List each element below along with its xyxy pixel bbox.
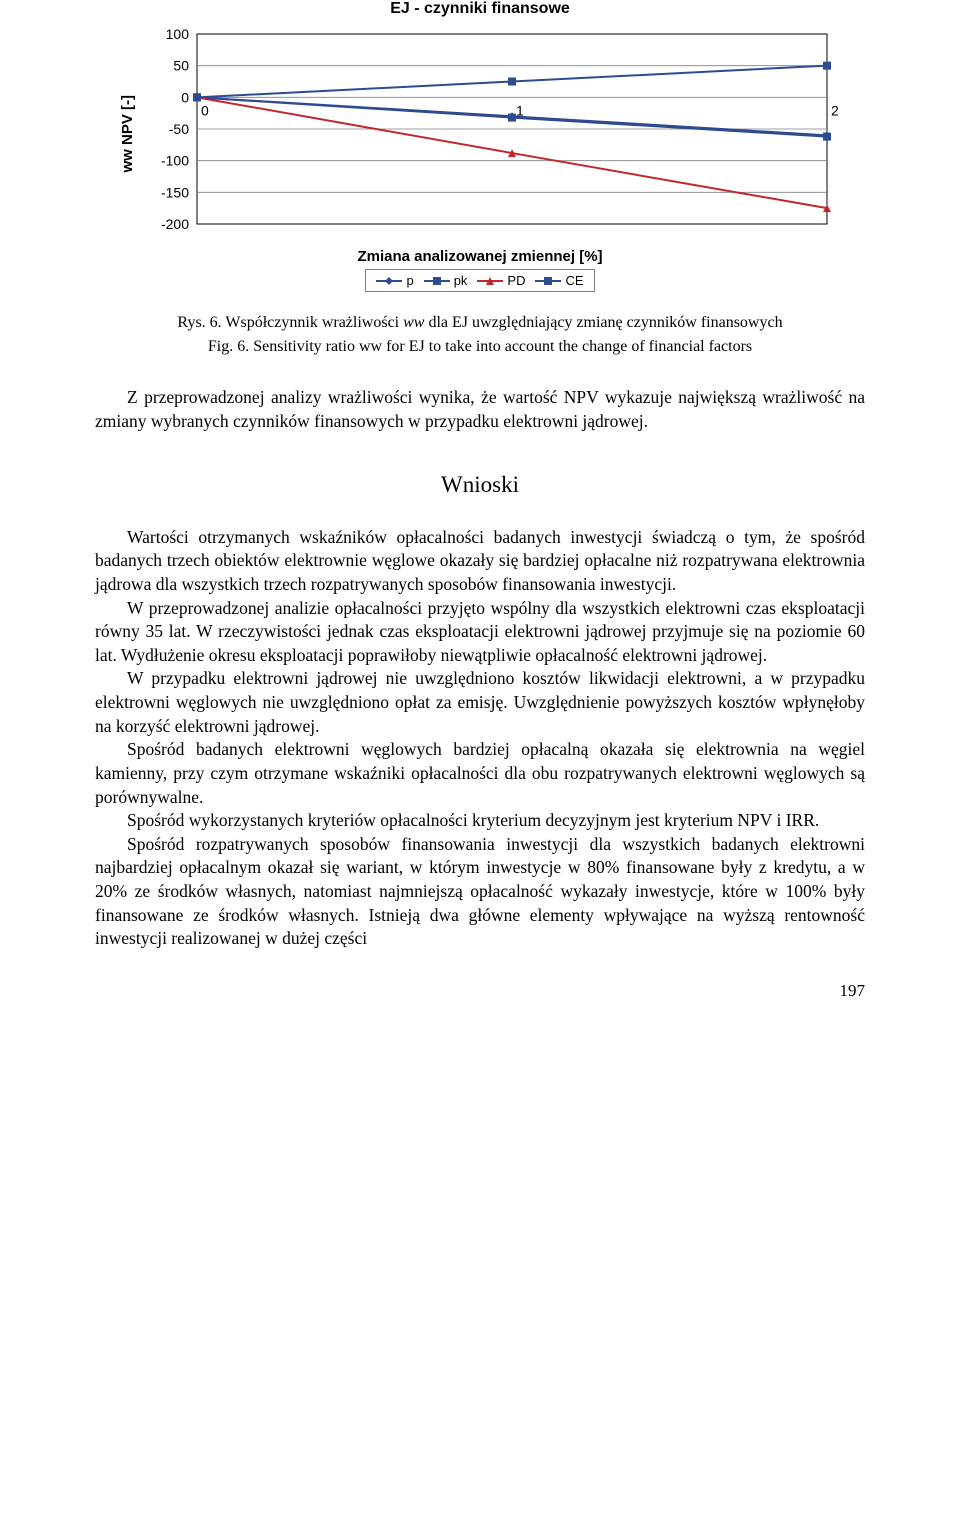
caption-italic: ww — [403, 314, 424, 331]
svg-text:-150: -150 — [160, 184, 188, 200]
caption-italic: ww — [359, 338, 382, 355]
caption-text: Rys. 6. Współczynnik wrażliwości — [177, 314, 403, 331]
legend-label: pk — [454, 273, 468, 288]
caption-text: Fig. 6. Sensitivity ratio — [208, 338, 359, 355]
legend-label: p — [406, 273, 413, 288]
body-paragraph: W przypadku elektrowni jądrowej nie uwzg… — [95, 667, 865, 738]
legend-item: PD — [477, 273, 525, 288]
legend-item: p — [376, 273, 413, 288]
chart-title: EJ - czynniki finansowe — [390, 0, 570, 18]
body-paragraph: Spośród badanych elektrowni węglowych ba… — [95, 738, 865, 809]
section-heading: Wnioski — [95, 472, 865, 498]
body-paragraph: W przeprowadzonej analizie opłacalności … — [95, 597, 865, 668]
svg-text:0: 0 — [201, 102, 209, 118]
svg-text:2: 2 — [831, 102, 839, 118]
caption-text: dla EJ uwzględniający zmianę czynników f… — [424, 314, 782, 331]
figure-caption-pl: Rys. 6. Współczynnik wrażliwości ww dla … — [95, 312, 865, 334]
legend-label: CE — [565, 273, 583, 288]
lead-paragraph: Z przeprowadzonej analizy wrażliwości wy… — [95, 386, 865, 433]
figure-caption-en: Fig. 6. Sensitivity ratio ww for EJ to t… — [95, 338, 865, 356]
caption-text: for EJ to take into account the change o… — [382, 338, 752, 355]
chart-xlabel: Zmiana analizowanej zmiennej [%] — [357, 248, 602, 265]
svg-text:-200: -200 — [160, 216, 188, 232]
body-paragraph: Wartości otrzymanych wskaźników opłacaln… — [95, 526, 865, 597]
chart-plot: -200-150-100-50050100012 — [142, 24, 842, 244]
legend-item: pk — [424, 273, 468, 288]
page-number: 197 — [95, 981, 865, 1001]
chart-ylabel: ww NPV [-] — [119, 95, 136, 173]
body-text: Wartości otrzymanych wskaźników opłacaln… — [95, 526, 865, 951]
svg-text:-50: -50 — [168, 121, 188, 137]
chart-legend: p pk PD CE — [365, 269, 594, 292]
svg-text:-100: -100 — [160, 153, 188, 169]
svg-text:50: 50 — [173, 58, 189, 74]
legend-label: PD — [507, 273, 525, 288]
body-paragraph: Spośród wykorzystanych kryteriów opłacal… — [95, 809, 865, 833]
body-paragraph: Spośród rozpatrywanych sposobów finansow… — [95, 833, 865, 951]
svg-text:100: 100 — [165, 26, 189, 42]
chart-container: EJ - czynniki finansowe ww NPV [-] -200 -… — [95, 0, 865, 292]
legend-item: CE — [535, 273, 583, 288]
svg-text:0: 0 — [181, 89, 189, 105]
